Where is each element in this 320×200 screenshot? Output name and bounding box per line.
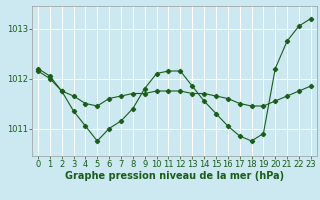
X-axis label: Graphe pression niveau de la mer (hPa): Graphe pression niveau de la mer (hPa): [65, 171, 284, 181]
